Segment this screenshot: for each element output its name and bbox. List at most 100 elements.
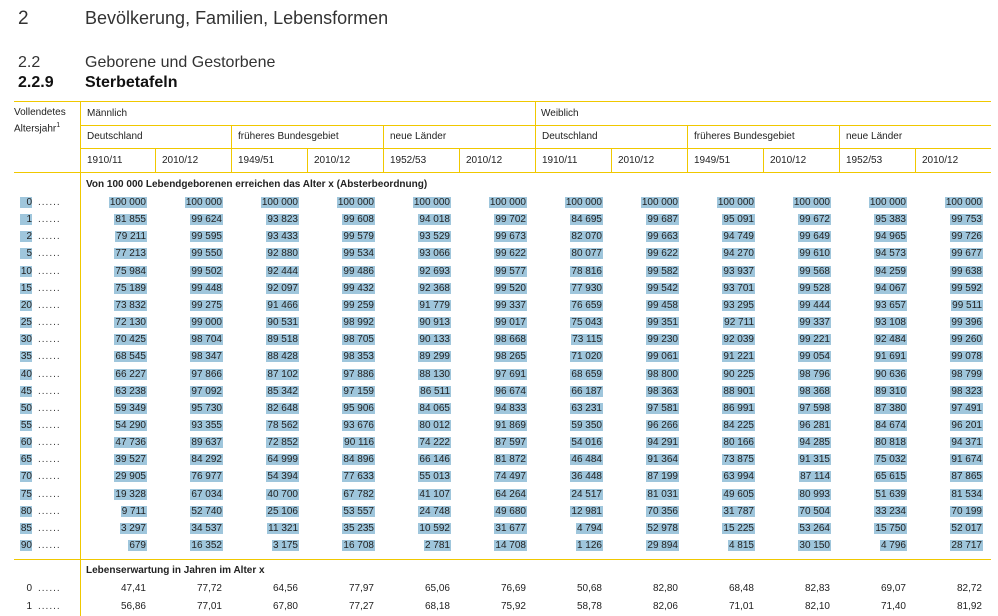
age-value: 65 [20, 454, 32, 466]
table-cell: 76 977 [155, 471, 223, 483]
table-cell: 77,01 [155, 601, 223, 612]
cell-value: 46 484 [570, 454, 603, 466]
table-cell: 68 545 [80, 351, 147, 363]
table-cell: 4 796 [839, 540, 907, 551]
cell-value: 92 880 [266, 248, 299, 260]
table-cell: 100 000 [231, 197, 299, 208]
table-cell: 100 000 [383, 197, 451, 208]
table-cell: 92 444 [231, 265, 299, 277]
row-label: 1...... [20, 214, 80, 226]
table-cell: 90 913 [383, 317, 451, 329]
table-cell: 81 872 [459, 454, 527, 466]
cell-value: 97 092 [190, 385, 223, 397]
table-cell: 87 380 [839, 402, 907, 414]
table-cell: 91 674 [915, 454, 983, 466]
leader-dots: ...... [38, 368, 61, 380]
cell-value: 34 537 [190, 522, 223, 534]
rule-region-split [839, 125, 840, 172]
table-cell: 99 542 [611, 282, 679, 294]
table-cell: 87 597 [459, 437, 527, 449]
cell-value: 99 672 [798, 214, 831, 226]
table-cell: 90 531 [231, 317, 299, 329]
cell-value: 98 704 [190, 334, 223, 346]
table-cell: 53 264 [763, 522, 831, 534]
cell-value: 99 396 [950, 317, 983, 329]
period-header: 1952/53 [390, 155, 427, 166]
table-cell: 94 965 [839, 231, 907, 243]
cell-value: 97 598 [798, 402, 831, 414]
period-header: 1910/11 [87, 155, 123, 166]
table-cell: 97 691 [459, 368, 527, 380]
cell-value: 98 705 [342, 334, 375, 346]
leader-dots: ...... [38, 419, 61, 431]
table-cell: 99 582 [611, 265, 679, 277]
rule-sex-split [535, 101, 536, 172]
cell-value: 99 577 [494, 265, 527, 277]
table-cell: 75 043 [535, 317, 603, 329]
rule-period-split [155, 148, 156, 172]
cell-value: 99 673 [494, 231, 527, 243]
table-cell: 79 211 [80, 231, 147, 243]
region-header: Deutschland [542, 131, 598, 142]
table-cell: 94 285 [763, 437, 831, 449]
cell-value: 11 321 [267, 522, 299, 534]
cell-value: 98 992 [342, 317, 375, 329]
region-header: neue Länder [390, 131, 447, 142]
leader-dots: ...... [38, 231, 61, 243]
table-cell: 99 458 [611, 299, 679, 311]
table-cell: 99 672 [763, 214, 831, 226]
cell-value: 92 693 [418, 265, 451, 277]
cell-value: 15 225 [722, 522, 755, 534]
cell-value: 77,97 [348, 583, 374, 594]
cell-value: 71,40 [880, 601, 906, 612]
table-cell: 66 146 [383, 454, 451, 466]
table-cell: 93 108 [839, 317, 907, 329]
table-cell: 40 700 [231, 488, 299, 500]
rule-region-split [231, 125, 232, 172]
table-cell: 81 031 [611, 488, 679, 500]
cell-value: 58,78 [576, 601, 602, 612]
cell-value: 93 676 [342, 419, 375, 431]
cell-value: 92 368 [418, 282, 451, 294]
table-cell: 97 092 [155, 385, 223, 397]
cell-value: 80 993 [798, 488, 831, 500]
age-value: 2 [20, 231, 32, 243]
cell-value: 88 428 [266, 351, 299, 363]
table-cell: 97 159 [307, 385, 375, 397]
cell-value: 93 937 [722, 265, 755, 277]
leader-dots: ...... [38, 299, 61, 311]
cell-value: 99 502 [190, 265, 223, 277]
cell-value: 87 199 [646, 471, 679, 483]
table-cell: 94 259 [839, 265, 907, 277]
rule-region-split [383, 125, 384, 172]
cell-value: 77,01 [196, 601, 222, 612]
cell-value: 50,68 [576, 583, 602, 594]
row-label: 60...... [20, 437, 80, 449]
table-cell: 59 350 [535, 419, 603, 431]
table-cell: 89 310 [839, 385, 907, 397]
cell-value: 90 225 [722, 368, 755, 380]
cell-value: 70 504 [798, 505, 831, 517]
cell-value: 77,72 [196, 583, 222, 594]
cell-value: 68,18 [424, 601, 450, 612]
cell-value: 3 175 [271, 540, 299, 551]
cell-value: 84 225 [722, 419, 755, 431]
cell-value: 74 497 [494, 471, 527, 483]
cell-value: 39 527 [114, 454, 147, 466]
cell-value: 93 657 [874, 299, 907, 311]
cell-value: 89 310 [874, 385, 907, 397]
cell-value: 73 875 [722, 454, 755, 466]
table-cell: 88 428 [231, 351, 299, 363]
cell-value: 35 235 [342, 522, 375, 534]
cell-value: 75 032 [874, 454, 907, 466]
region-header: früheres Bundesgebiet [238, 131, 339, 142]
cell-value: 98 799 [950, 368, 983, 380]
age-value: 40 [20, 368, 32, 380]
cell-value: 66 187 [570, 385, 603, 397]
cell-value: 81,92 [956, 601, 982, 612]
table-cell: 98 796 [763, 368, 831, 380]
table-cell: 4 815 [687, 540, 755, 551]
age-value: 35 [20, 351, 32, 363]
leader-dots: ...... [38, 583, 61, 594]
cell-value: 98 323 [950, 385, 983, 397]
